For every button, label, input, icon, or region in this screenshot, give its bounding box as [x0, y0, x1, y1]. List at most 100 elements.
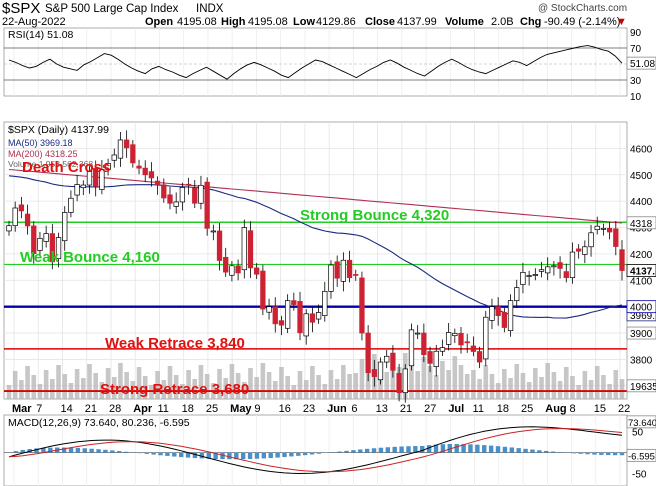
- price-tag-label: 3900: [630, 329, 653, 340]
- macd-histogram-bar: [571, 452, 576, 454]
- volume-value: 2.0B: [491, 16, 514, 28]
- volume-bar: [19, 380, 24, 399]
- macd-histogram-bar: [537, 450, 542, 453]
- volume-bar: [563, 367, 569, 399]
- candle-down: [396, 373, 402, 394]
- volume-bar: [570, 376, 575, 399]
- candle-down: [606, 227, 613, 233]
- macd-histogram-bar: [433, 444, 439, 453]
- candle-up: [384, 355, 390, 363]
- volume-bar: [87, 364, 92, 399]
- macd-histogram-bar: [220, 452, 225, 460]
- index-name: S&P 500 Large Cap Index: [45, 3, 179, 15]
- macd-histogram-bar: [585, 452, 590, 455]
- volume-bar: [105, 368, 111, 399]
- candle-up: [439, 347, 446, 352]
- volume-bar: [446, 370, 451, 399]
- chart-date: 22-Aug-2022: [2, 16, 66, 28]
- open-label: Open: [145, 16, 173, 28]
- macd-histogram-bar: [488, 445, 494, 453]
- volume-bar: [124, 372, 129, 399]
- candle-down: [247, 230, 254, 269]
- candle-down: [223, 256, 229, 273]
- macd-histogram-bar: [495, 446, 501, 453]
- high-label: High: [221, 16, 246, 28]
- volume-bar: [433, 375, 439, 399]
- candle-up: [600, 227, 607, 230]
- volume-bar: [25, 366, 30, 399]
- macd-histogram-bar: [82, 448, 87, 453]
- volume-bar: [588, 380, 594, 399]
- macd-histogram-bar: [117, 451, 122, 453]
- volume-bar: [254, 377, 259, 399]
- volume-bar: [489, 374, 495, 399]
- volume-bar: [6, 385, 12, 399]
- volume-bar: [341, 365, 346, 399]
- candle-up: [402, 368, 408, 394]
- low-value: 4129.86: [316, 16, 356, 28]
- volume-bar: [223, 378, 229, 399]
- macd-y-tick-label: 50: [632, 428, 644, 439]
- volume-bar: [198, 365, 204, 399]
- macd-histogram-bar: [240, 452, 246, 460]
- price-tag-box: [626, 379, 656, 393]
- macd-histogram-bar: [151, 452, 156, 455]
- macd-histogram-bar: [172, 452, 177, 457]
- volume-bar: [192, 379, 198, 399]
- macd-tag-box: [626, 448, 656, 462]
- candle-down: [557, 262, 563, 269]
- volume-bar: [142, 376, 148, 399]
- candle-up: [210, 230, 216, 233]
- macd-y-tick-label: -50: [632, 469, 647, 480]
- volume-bar: [56, 365, 61, 399]
- volume-bar: [365, 368, 371, 399]
- candle-down: [142, 167, 148, 176]
- macd-histogram-bar: [523, 448, 528, 453]
- macd-legend: MACD(12,26,9) 73.640, 80.236, -6.595: [8, 417, 190, 429]
- candle-down: [458, 332, 464, 346]
- volume-bar: [347, 374, 352, 399]
- volume-bar: [161, 380, 167, 399]
- candle-down: [204, 181, 210, 229]
- macd-histogram-bar: [185, 452, 191, 458]
- price-tag-box: [626, 300, 656, 314]
- macd-histogram-bar: [592, 452, 597, 455]
- candle-up: [340, 259, 347, 282]
- candle-down: [464, 341, 470, 344]
- candle-up: [62, 212, 68, 242]
- candle-down: [291, 300, 297, 305]
- rsi-y-tick-label: 70: [630, 44, 642, 55]
- volume-bar: [235, 373, 241, 399]
- macd-histogram-bar: [103, 449, 108, 453]
- macd-histogram-bar: [199, 452, 205, 459]
- price-legend: $SPX (Daily) 4137.99: [8, 124, 109, 136]
- volume-bar: [285, 376, 290, 399]
- candle-down: [563, 271, 569, 278]
- macd-histogram-bar: [41, 447, 46, 453]
- macd-histogram-bar: [89, 448, 94, 453]
- volume-bar: [557, 381, 563, 399]
- candle-down: [31, 225, 37, 254]
- volume-bar: [458, 365, 464, 399]
- candle-up: [452, 332, 458, 337]
- x-tick-label: Jul: [448, 403, 464, 415]
- candle-up: [433, 350, 439, 367]
- x-tick-label: 15: [594, 403, 606, 415]
- volume-bar: [452, 356, 458, 399]
- volume-bar: [440, 361, 445, 399]
- volume-bar: [248, 368, 253, 399]
- candle-down: [123, 139, 130, 149]
- macd-histogram-bar: [75, 447, 81, 453]
- candle-up: [315, 312, 322, 320]
- chg-label: Chg: [520, 16, 541, 28]
- candle-down: [297, 301, 303, 334]
- y-tick-label: 4400: [630, 197, 653, 208]
- volume-bar: [204, 374, 210, 399]
- x-tick-label: 7: [36, 403, 42, 415]
- macd-histogram-bar: [461, 444, 466, 453]
- x-tick-label: 25: [206, 403, 218, 415]
- macd-histogram-bar: [482, 445, 487, 453]
- open-value: 4195.08: [177, 16, 217, 28]
- ma50-line: [8, 175, 623, 319]
- volume-bar: [62, 374, 68, 399]
